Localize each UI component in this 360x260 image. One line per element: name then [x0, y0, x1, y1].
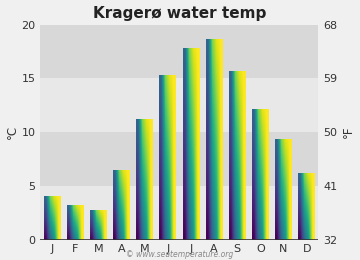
Text: © www.seatemperature.org: © www.seatemperature.org — [126, 250, 234, 259]
Y-axis label: °F: °F — [341, 126, 355, 138]
Bar — [40, 132, 318, 186]
Title: Kragerø water temp: Kragerø water temp — [93, 5, 266, 21]
Bar — [40, 24, 318, 78]
Y-axis label: °C: °C — [5, 125, 19, 139]
